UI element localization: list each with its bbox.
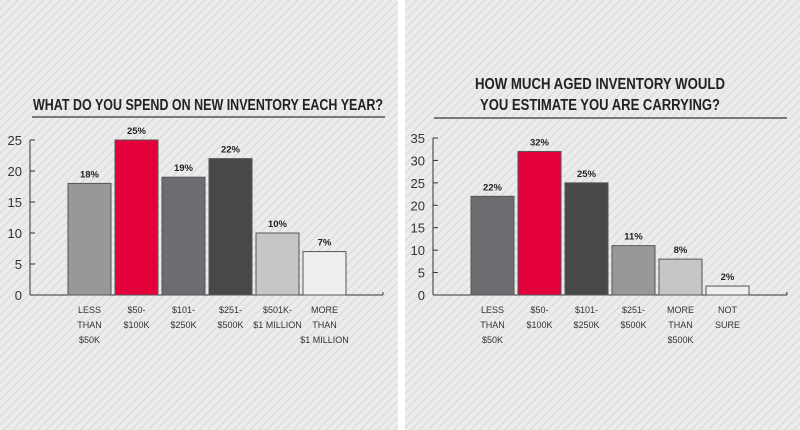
bar bbox=[705, 285, 750, 296]
y-tick-label: 5 bbox=[15, 257, 22, 272]
bar-value-label: 11% bbox=[624, 232, 643, 243]
bar bbox=[255, 232, 300, 296]
bar-value-label: 10% bbox=[268, 219, 288, 230]
x-category-label: $101- bbox=[172, 305, 195, 315]
chart-title: YOU ESTIMATE YOU ARE CARRYING? bbox=[480, 97, 720, 114]
y-tick-label: 20 bbox=[411, 198, 425, 213]
x-category-label: NOT bbox=[718, 305, 738, 315]
bar bbox=[611, 245, 656, 296]
bar-value-label: 7% bbox=[318, 238, 332, 249]
x-category-label: THAN bbox=[668, 320, 693, 330]
bar bbox=[470, 195, 515, 296]
bar-value-label: 19% bbox=[174, 163, 194, 174]
y-tick-label: 0 bbox=[15, 288, 22, 303]
y-tick-label: 15 bbox=[8, 195, 22, 210]
bar-value-label: 25% bbox=[127, 126, 147, 137]
x-category-label: LESS bbox=[78, 305, 101, 315]
y-tick-label: 0 bbox=[418, 288, 425, 303]
x-category-label: $500K bbox=[217, 320, 243, 330]
x-category-label: $250K bbox=[170, 320, 196, 330]
bar-value-label: 32% bbox=[530, 137, 550, 148]
bar bbox=[517, 150, 562, 296]
bar bbox=[67, 182, 112, 296]
x-category-label: LESS bbox=[481, 305, 504, 315]
x-category-label: $100K bbox=[123, 320, 149, 330]
y-tick-label: 5 bbox=[418, 266, 425, 281]
x-category-label: $100K bbox=[526, 320, 552, 330]
x-category-label: $1 MILLION bbox=[300, 335, 349, 345]
bar bbox=[114, 139, 159, 296]
y-tick-label: 20 bbox=[8, 164, 22, 179]
bar-value-label: 8% bbox=[674, 245, 688, 256]
bar-value-label: 22% bbox=[483, 182, 503, 193]
x-category-label: $251- bbox=[219, 305, 242, 315]
x-category-label: THAN bbox=[480, 320, 505, 330]
bar-value-label: 2% bbox=[721, 272, 735, 283]
y-tick-label: 25 bbox=[411, 176, 425, 191]
x-category-label: $50- bbox=[530, 305, 548, 315]
bar bbox=[564, 182, 609, 296]
x-category-label: MORE bbox=[311, 305, 338, 315]
x-category-label: $250K bbox=[573, 320, 599, 330]
x-category-label: $50K bbox=[482, 335, 503, 345]
y-tick-label: 25 bbox=[8, 133, 22, 148]
y-tick-label: 10 bbox=[411, 243, 425, 258]
bar bbox=[161, 176, 206, 296]
bar bbox=[302, 251, 347, 296]
x-category-label: MORE bbox=[667, 305, 694, 315]
chart-title: WHAT DO YOU SPEND ON NEW INVENTORY EACH … bbox=[33, 97, 383, 114]
x-category-label: $501K- bbox=[263, 305, 292, 315]
x-category-label: THAN bbox=[77, 320, 102, 330]
bar bbox=[658, 258, 703, 296]
x-category-label: SURE bbox=[715, 320, 740, 330]
x-category-label: $251- bbox=[622, 305, 645, 315]
x-category-label: $500K bbox=[620, 320, 646, 330]
y-tick-label: 10 bbox=[8, 226, 22, 241]
x-category-label: THAN bbox=[312, 320, 337, 330]
y-tick-label: 15 bbox=[411, 221, 425, 236]
x-category-label: $50K bbox=[79, 335, 100, 345]
bar bbox=[208, 158, 253, 296]
x-category-label: $50- bbox=[127, 305, 145, 315]
chart-title: HOW MUCH AGED INVENTORY WOULD bbox=[475, 76, 725, 93]
x-category-label: $1 MILLION bbox=[253, 320, 302, 330]
x-category-label: $500K bbox=[667, 335, 693, 345]
y-tick-label: 35 bbox=[411, 131, 425, 146]
bar-value-label: 22% bbox=[221, 145, 241, 156]
y-tick-label: 30 bbox=[411, 153, 425, 168]
x-category-label: $101- bbox=[575, 305, 598, 315]
bar-value-label: 18% bbox=[80, 169, 100, 180]
bar-value-label: 25% bbox=[577, 169, 597, 180]
